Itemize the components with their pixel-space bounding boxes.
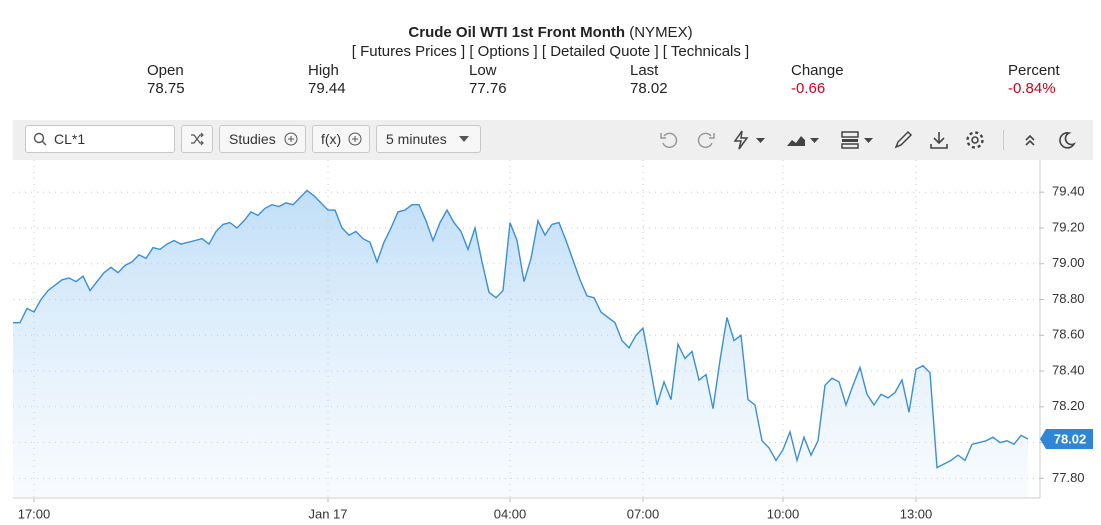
chart: 79.4079.2079.0078.8078.6078.4078.2078.00… bbox=[13, 160, 1093, 521]
links: [ Futures Prices ] [ Options ] [ Detaile… bbox=[0, 43, 1101, 60]
settings-icon[interactable] bbox=[963, 128, 987, 152]
link[interactable]: [ Futures Prices ] bbox=[351, 43, 466, 60]
quote-value: -0.66 bbox=[791, 80, 826, 97]
x-tick-label: 04:00 bbox=[494, 506, 527, 521]
x-tick-label: 10:00 bbox=[767, 506, 800, 521]
redo-icon[interactable] bbox=[694, 128, 718, 152]
separator bbox=[1003, 130, 1004, 150]
quote-item: Last 78.02 bbox=[630, 62, 668, 98]
quote-value: 78.02 bbox=[630, 80, 668, 97]
link[interactable]: [ Options ] bbox=[469, 43, 538, 60]
title: Crude Oil WTI 1st Front Month (NYMEX) bbox=[0, 24, 1101, 41]
line bbox=[13, 189, 1029, 469]
layout-icon[interactable] bbox=[838, 128, 878, 152]
symbol: CL*1 bbox=[54, 131, 86, 147]
instrument: Crude Oil WTI 1st Front Month bbox=[408, 24, 626, 41]
y-tick-label: 79.20 bbox=[1052, 219, 1085, 234]
x-tick-label: 13:00 bbox=[900, 506, 933, 521]
quote-label: Open bbox=[147, 62, 184, 79]
quote-label: Percent bbox=[1008, 62, 1060, 79]
function-button[interactable]: f(x) bbox=[312, 125, 370, 153]
interval-button[interactable]: 5 minutes bbox=[376, 125, 481, 153]
y-tick-label: 78.60 bbox=[1052, 327, 1085, 342]
y-tick-label: 78.20 bbox=[1052, 398, 1085, 413]
plus-icon bbox=[284, 132, 298, 146]
quote-label: Last bbox=[630, 62, 659, 79]
function-label: f(x) bbox=[321, 131, 342, 147]
quote-label: Low bbox=[469, 62, 497, 79]
y-tick-label: 78.80 bbox=[1052, 291, 1085, 306]
compare-button[interactable] bbox=[181, 125, 213, 153]
symbol-search[interactable]: CL*1 bbox=[25, 125, 175, 153]
undo-icon[interactable] bbox=[657, 128, 681, 152]
quote-value: 79.44 bbox=[308, 80, 346, 97]
draw-icon[interactable] bbox=[891, 128, 915, 152]
x-tick-label: 07:00 bbox=[627, 506, 660, 521]
caret bbox=[459, 136, 469, 142]
search-icon bbox=[33, 132, 47, 146]
quote-value: 78.75 bbox=[147, 80, 185, 97]
theme-icon[interactable] bbox=[1054, 128, 1078, 152]
studies-label: Studies bbox=[229, 131, 276, 147]
quote-label: Change bbox=[791, 62, 844, 79]
shuffle-icon bbox=[191, 132, 204, 146]
quote-value: -0.84% bbox=[1008, 80, 1056, 97]
link[interactable]: [ Detailed Quote ] bbox=[541, 43, 659, 60]
plus-icon bbox=[348, 132, 362, 146]
y-tick-label: 79.00 bbox=[1052, 255, 1085, 270]
quote-label: High bbox=[308, 62, 339, 79]
quote-value: 77.76 bbox=[469, 80, 507, 97]
quote-item: Open 78.75 bbox=[147, 62, 185, 98]
events-icon[interactable] bbox=[730, 128, 770, 152]
last-value-tag bbox=[1040, 428, 1093, 449]
y-tick-label: 79.40 bbox=[1052, 184, 1085, 199]
last-value-label: 78.02 bbox=[1054, 431, 1087, 446]
chart-type-icon[interactable] bbox=[784, 128, 824, 152]
quote-item: Change -0.66 bbox=[791, 62, 844, 98]
collapse-icon[interactable] bbox=[1018, 128, 1042, 152]
interval-label: 5 minutes bbox=[386, 131, 447, 147]
x-tick-label: 17:00 bbox=[18, 506, 51, 521]
quote-item: Percent -0.84% bbox=[1008, 62, 1060, 98]
area bbox=[13, 190, 1028, 498]
quote-item: Low 77.76 bbox=[469, 62, 507, 98]
link[interactable]: [ Technicals ] bbox=[662, 43, 750, 60]
download-icon[interactable] bbox=[927, 128, 951, 152]
studies-button[interactable]: Studies bbox=[219, 125, 306, 153]
y-tick-label: 77.80 bbox=[1052, 470, 1085, 485]
quote-item: High 79.44 bbox=[308, 62, 346, 98]
exchange: (NYMEX) bbox=[629, 24, 693, 41]
y-tick-label: 78.40 bbox=[1052, 362, 1085, 377]
x-tick-label: Jan 17 bbox=[308, 506, 347, 521]
toolbar: CL*1 Studies f(x) 5 minutes bbox=[13, 120, 1093, 160]
